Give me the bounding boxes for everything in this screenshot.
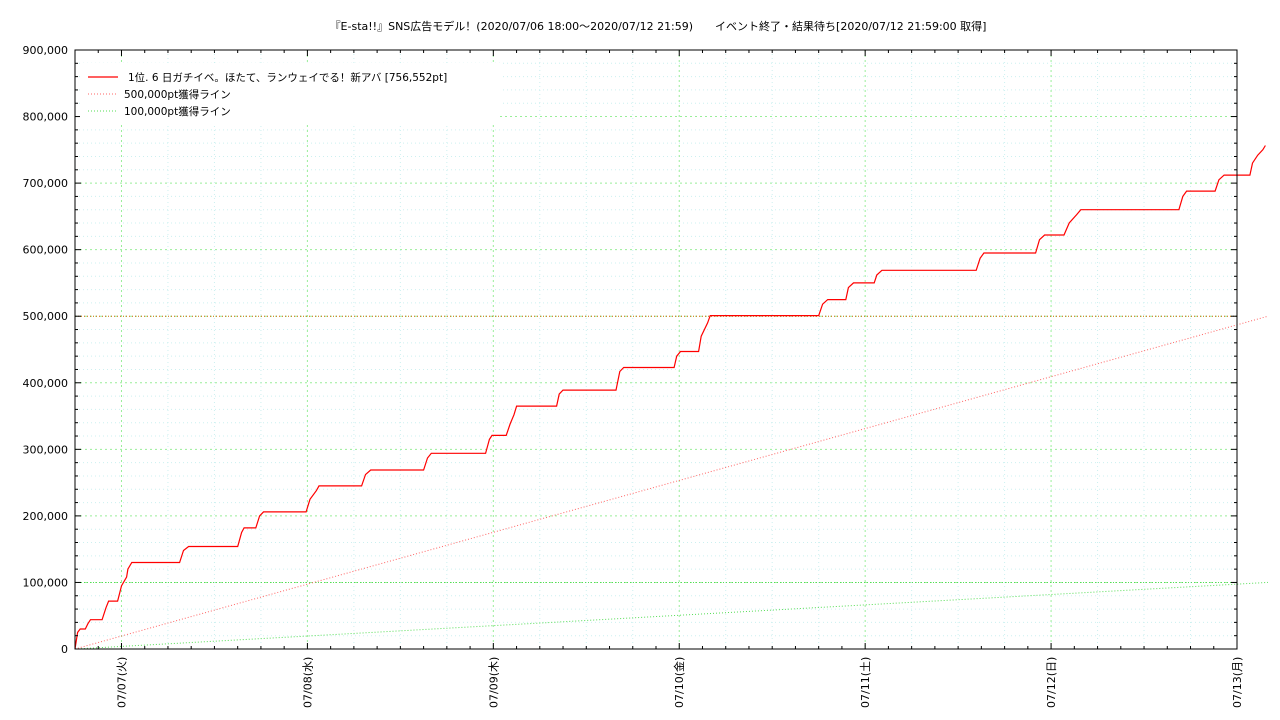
x-tick-label: 07/07(火) [115, 657, 128, 708]
legend-label: 1位. 6 日ガチイベ。ほたて、ランウェイでる！新アバ [756,552pt] [128, 71, 447, 84]
x-tick-label: 07/12(日) [1045, 657, 1058, 708]
y-tick-label: 600,000 [23, 244, 69, 257]
axis-ticks [74, 49, 1238, 650]
y-tick-label: 200,000 [23, 510, 69, 523]
series-line [74, 145, 1266, 650]
y-tick-label: 400,000 [23, 377, 69, 390]
x-axis-labels: 07/07(火) 07/08(水) 07/09(木) 07/10(金) 07/11(土)… [115, 657, 1244, 708]
plot-area-frame [74, 49, 1238, 650]
y-tick-label: 100,000 [23, 576, 69, 589]
x-tick-label: 07/13(月) [1231, 657, 1244, 708]
legend-label: 100,000pt獲得ライン [124, 105, 231, 118]
x-tick-label: 07/09(木) [487, 657, 500, 708]
x-tick-label: 07/08(水) [301, 657, 314, 708]
y-tick-label: 0 [61, 643, 68, 656]
series-layer [74, 145, 1269, 650]
y-tick-label: 500,000 [23, 310, 69, 323]
series-line [74, 581, 1269, 650]
x-tick-label: 07/11(土) [859, 657, 872, 708]
chart-title: 『E-sta!!』SNS広告モデル！(2020/07/06 18:00〜2020… [330, 19, 987, 33]
y-tick-label: 300,000 [23, 443, 69, 456]
grid [74, 49, 1238, 649]
legend-label: 500,000pt獲得ライン [124, 88, 231, 101]
y-tick-label: 900,000 [23, 44, 69, 57]
series-line [74, 315, 1269, 650]
legend-background [80, 63, 500, 125]
x-tick-label: 07/10(金) [672, 657, 686, 708]
legend: 1位. 6 日ガチイベ。ほたて、ランウェイでる！新アバ [756,552pt] 5… [80, 63, 500, 125]
y-axis-labels: 0 100,000 200,000 300,000 400,000 500,000 600,… [23, 44, 69, 656]
y-tick-label: 700,000 [23, 177, 69, 190]
y-tick-label: 800,000 [23, 111, 69, 124]
